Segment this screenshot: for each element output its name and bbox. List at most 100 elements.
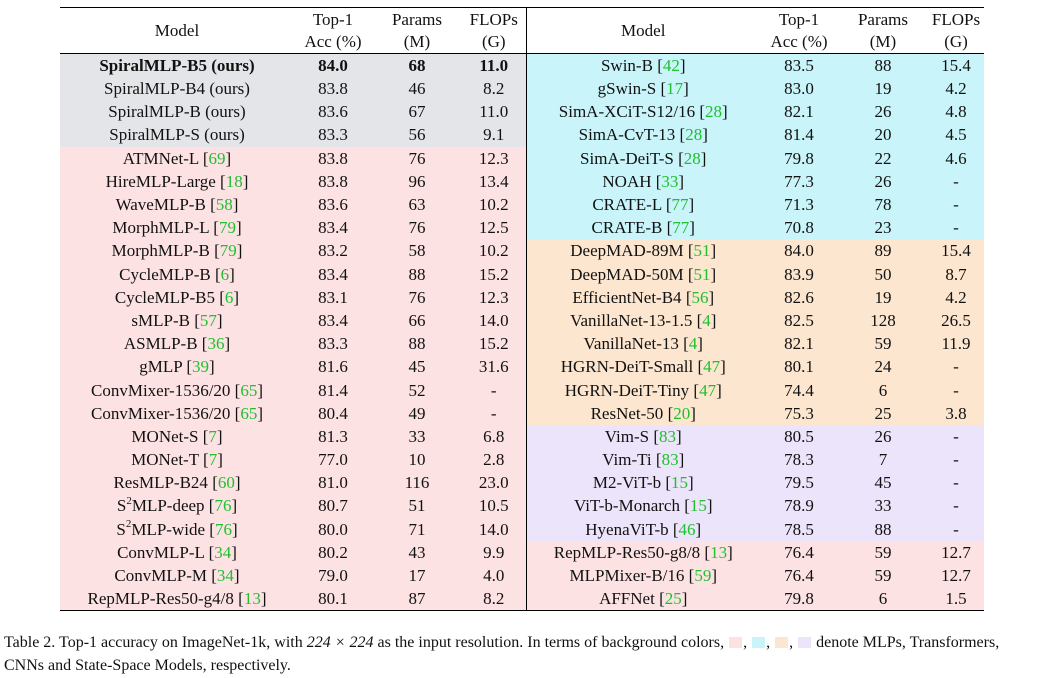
model-name-cell: ConvMixer-1536/20 [65] xyxy=(60,401,294,425)
citation-link[interactable]: 17 xyxy=(666,79,684,99)
citation-link[interactable]: 25 xyxy=(664,589,682,609)
model-name-cell: ATMNet-L [69] xyxy=(60,146,294,170)
citation-link[interactable]: 79 xyxy=(219,241,237,261)
top1-acc-cell: 84.0 xyxy=(294,53,372,77)
citation-link[interactable]: 15 xyxy=(671,473,688,493)
model-name: Swin-B xyxy=(600,56,653,75)
citation-link[interactable]: 59 xyxy=(694,566,712,586)
citation-link[interactable]: 7 xyxy=(208,450,218,470)
citation-link[interactable]: 83 xyxy=(661,450,679,470)
model-name: ConvMixer-1536/20 xyxy=(90,403,231,423)
citation-link[interactable]: 60 xyxy=(217,473,235,493)
citation-link[interactable]: 6 xyxy=(220,264,230,284)
table-row: ConvMixer-1536/20 [65] 80.4 49- ResNet-50 [… xyxy=(60,401,984,425)
citation-link[interactable]: 46 xyxy=(678,519,696,539)
model-name-cell: SimA-CvT-13 [28] xyxy=(525,123,760,147)
table-row: ASMLP-B [36] 83.3 88 15.2 VanillaNet-13 [4] 8… xyxy=(60,332,984,356)
model-name: SpiralMLP-S (ours) xyxy=(109,125,245,145)
citation-link[interactable]: 4 xyxy=(702,310,711,330)
model-name: Vim-Ti xyxy=(602,450,652,470)
table-row: SpiralMLP-B (ours) 83.6 67 11.0 SimA-XCiT-S1… xyxy=(60,100,984,124)
citation-link[interactable]: 51 xyxy=(693,264,711,284)
citation-link[interactable]: 20 xyxy=(673,403,691,423)
citation-link[interactable]: 18 xyxy=(225,171,243,191)
citation-link[interactable]: 57 xyxy=(199,310,217,330)
model-name: SimA-CvT-13 xyxy=(578,125,676,145)
citation-link[interactable]: 13 xyxy=(243,589,261,609)
citation-link[interactable]: 28 xyxy=(705,102,723,122)
citation-link[interactable]: 15 xyxy=(689,496,707,516)
model-name: M2-ViT-b xyxy=(592,473,662,493)
table-row: sMLP-B [57] 83.4 66 14.0 VanillaNet-13-1.5 [… xyxy=(60,308,984,333)
flops-cell: - xyxy=(462,378,526,402)
top1-acc-cell: 83.4 xyxy=(294,216,372,240)
params-cell: 76 xyxy=(372,216,462,240)
model-name-cell: ASMLP-B [36] xyxy=(60,332,294,356)
top1-acc-cell: 81.4 xyxy=(294,378,372,402)
table-row: RepMLP-Res50-g4/8 [13] 80.1 87 8.2 AFFNet [2… xyxy=(60,587,984,612)
citation-link[interactable]: 6 xyxy=(224,287,234,307)
citation-link[interactable]: 83 xyxy=(659,426,677,446)
citation-link[interactable]: 36 xyxy=(207,334,225,354)
citation-link[interactable]: 76 xyxy=(214,496,232,516)
model-name: Vim-S xyxy=(604,426,650,446)
citation-link[interactable]: 79 xyxy=(218,218,236,238)
top1-acc-cell: 78.3 xyxy=(760,448,838,472)
model-name: sMLP-B xyxy=(131,310,190,330)
flops-cell: 9.9 xyxy=(462,540,526,564)
citation-link[interactable]: 47 xyxy=(703,357,721,377)
citation-link[interactable]: 69 xyxy=(208,148,226,168)
model-name-cell: ConvMLP-M [34] xyxy=(60,563,294,588)
model-name-cell: SimA-DeiT-S [28] xyxy=(525,146,760,170)
citation-link[interactable]: 28 xyxy=(685,125,703,145)
citation-link[interactable]: 34 xyxy=(214,542,232,562)
citation-link[interactable]: 65 xyxy=(240,380,258,400)
citation-link[interactable]: 58 xyxy=(215,195,233,215)
citation-link[interactable]: 51 xyxy=(693,241,711,261)
flops-cell: - xyxy=(928,216,984,240)
params-cell: 26 xyxy=(838,169,928,193)
citation-link[interactable]: 4 xyxy=(688,334,698,354)
caption-label: Table 2. xyxy=(4,634,56,651)
model-name-cell: sMLP-B [57] xyxy=(60,308,294,333)
params-cell: 128 xyxy=(838,308,928,333)
model-name: ASMLP-B xyxy=(123,334,198,354)
params-cell: 17 xyxy=(372,563,462,588)
citation-link[interactable]: 47 xyxy=(699,380,717,400)
flops-cell: 12.3 xyxy=(462,146,526,170)
flops-cell: - xyxy=(928,494,984,518)
citation-link[interactable]: 28 xyxy=(683,148,701,168)
citation-link[interactable]: 33 xyxy=(661,171,679,191)
model-name-cell: SpiralMLP-B4 (ours) xyxy=(60,77,294,101)
table-row: S2MLP-deep [76] 80.7 51 10.5 ViT-b-Monarch [… xyxy=(60,494,984,518)
params-cell: 59 xyxy=(838,563,928,588)
citation-link[interactable]: 77 xyxy=(672,218,690,238)
params-cell: 23 xyxy=(838,216,928,240)
top1-acc-cell: 83.4 xyxy=(294,262,372,286)
citation-link[interactable]: 34 xyxy=(216,566,234,586)
citation-link[interactable]: 65 xyxy=(240,403,258,423)
citation-link[interactable]: 77 xyxy=(671,195,689,215)
citation-link[interactable]: 13 xyxy=(710,542,728,562)
top1-acc-cell: 80.7 xyxy=(294,494,372,518)
citation-link[interactable]: 7 xyxy=(208,426,217,446)
flops-cell: 10.2 xyxy=(462,192,526,217)
model-name-cell: Vim-Ti [83] xyxy=(525,448,760,472)
caption-text-3: denote MLPs, Transformers, CNNs and Stat… xyxy=(4,634,1000,674)
caption-resolution: 224 × 224 xyxy=(306,634,374,651)
params-cell: 116 xyxy=(372,471,462,495)
citation-link[interactable]: 56 xyxy=(691,287,709,307)
citation-link[interactable]: 42 xyxy=(662,56,680,75)
header-top1-right: Top-1 Acc (%) xyxy=(760,7,838,54)
citation-link[interactable]: 39 xyxy=(192,357,210,377)
top1-acc-cell: 83.9 xyxy=(760,262,838,286)
model-name-cell: MLPMixer-B/16 [59] xyxy=(525,563,760,588)
params-cell: 25 xyxy=(838,401,928,425)
params-cell: 33 xyxy=(838,494,928,518)
params-cell: 59 xyxy=(838,332,928,356)
transformer-color-swatch xyxy=(752,637,766,648)
flops-cell: - xyxy=(928,424,984,448)
citation-link[interactable]: 76 xyxy=(214,519,232,539)
top1-acc-cell: 74.4 xyxy=(760,378,838,402)
flops-cell: - xyxy=(928,448,984,472)
